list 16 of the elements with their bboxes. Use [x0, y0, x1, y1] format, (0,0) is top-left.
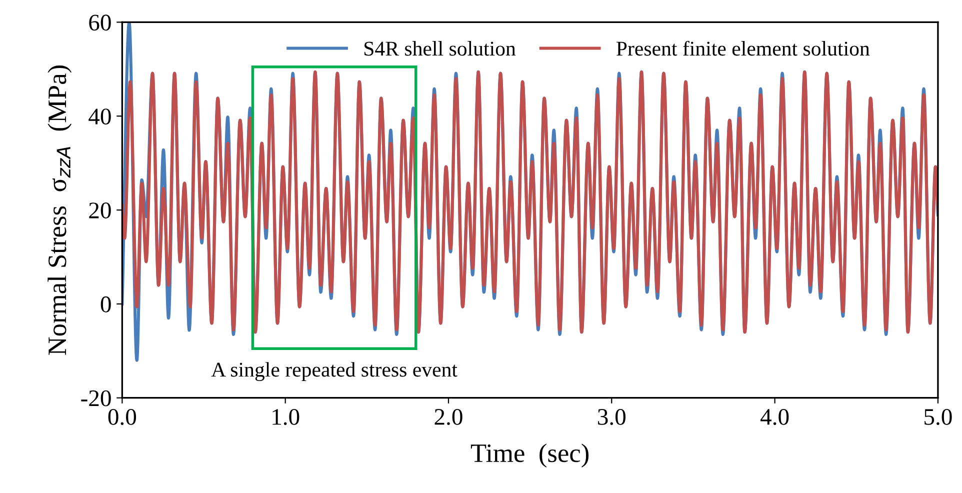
y-tick-label: 60	[89, 14, 111, 31]
legend-label: Present finite element solution	[616, 40, 870, 56]
x-tick-label: 1.0	[272, 408, 300, 425]
y-tick-label: 0	[100, 296, 111, 312]
x-axis-title: Time (sec)	[470, 444, 589, 468]
legend-label: S4R shell solution	[364, 41, 516, 56]
x-tick-label: 4.0	[760, 408, 789, 425]
y-tick-label: 20	[89, 202, 111, 218]
x-tick-label: 3.0	[598, 408, 626, 425]
y-axis-title: Normal Stress σ$_{zzA}$ (MPa)	[48, 66, 72, 355]
x-tick-label: 2.0	[434, 408, 462, 425]
y-tick-label: 40	[88, 108, 111, 125]
x-tick-label: 5.0	[924, 408, 952, 425]
annotation: A single repeated stress event	[211, 362, 458, 382]
y-tick-label: -20	[81, 390, 111, 406]
x-tick-label: 0.0	[108, 408, 136, 425]
